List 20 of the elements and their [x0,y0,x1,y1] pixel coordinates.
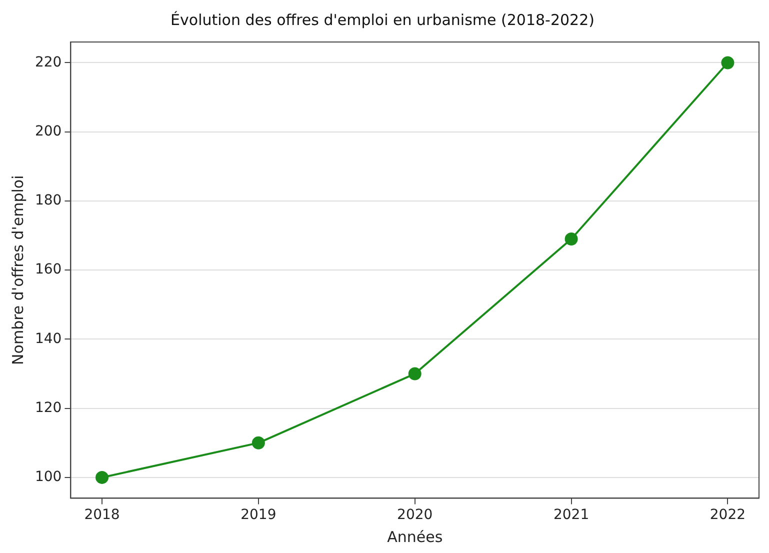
x-tick-label: 2020 [397,507,433,524]
x-tick-label: 2019 [240,507,276,524]
y-tick-label: 120 [34,400,62,416]
point [564,232,578,246]
y-tick-label: 160 [34,262,62,278]
y-tick-label: 200 [34,124,62,140]
x-tick-label: 2022 [710,507,746,524]
x-tick-label: 2018 [84,507,120,524]
point [721,56,734,70]
y-tick-label: 140 [34,330,62,347]
y-tick-label: 220 [34,54,62,70]
y-tick-label: 180 [34,192,62,209]
point [408,367,422,380]
chart-title: Évolution des offres d'emploi en urbanisme (2018-2022) [170,10,594,29]
y-axis-title: Nombre d'offres d'emploi [8,175,27,365]
point [252,436,265,450]
point [96,470,109,484]
x-tick-label: 2021 [553,507,590,524]
x-axis-title: Années [387,528,443,546]
y-tick-label: 100 [34,469,62,486]
